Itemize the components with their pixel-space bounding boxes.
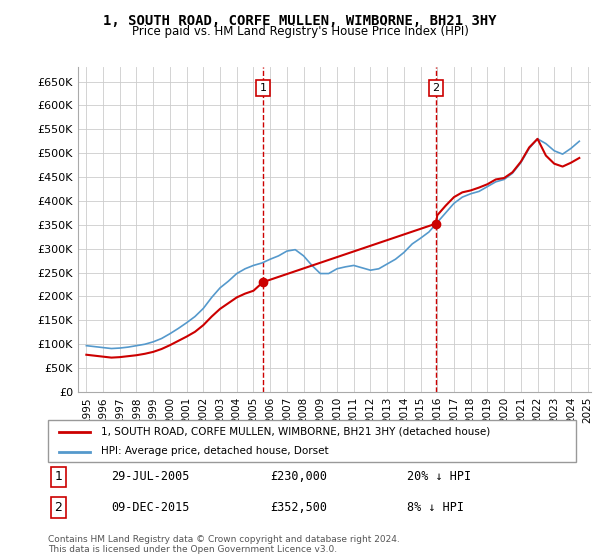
Text: 09-DEC-2015: 09-DEC-2015 xyxy=(112,501,190,514)
FancyBboxPatch shape xyxy=(48,420,576,462)
Text: Contains HM Land Registry data © Crown copyright and database right 2024.
This d: Contains HM Land Registry data © Crown c… xyxy=(48,535,400,554)
Text: 2: 2 xyxy=(433,83,439,93)
Text: 20% ↓ HPI: 20% ↓ HPI xyxy=(407,470,471,483)
Text: 1: 1 xyxy=(55,470,62,483)
Text: 1: 1 xyxy=(259,83,266,93)
Text: 1, SOUTH ROAD, CORFE MULLEN, WIMBORNE, BH21 3HY: 1, SOUTH ROAD, CORFE MULLEN, WIMBORNE, B… xyxy=(103,14,497,28)
Text: 8% ↓ HPI: 8% ↓ HPI xyxy=(407,501,464,514)
Text: 2: 2 xyxy=(55,501,62,514)
Text: HPI: Average price, detached house, Dorset: HPI: Average price, detached house, Dors… xyxy=(101,446,328,456)
Text: 29-JUL-2005: 29-JUL-2005 xyxy=(112,470,190,483)
Text: Price paid vs. HM Land Registry's House Price Index (HPI): Price paid vs. HM Land Registry's House … xyxy=(131,25,469,38)
Text: £230,000: £230,000 xyxy=(270,470,327,483)
Text: 1, SOUTH ROAD, CORFE MULLEN, WIMBORNE, BH21 3HY (detached house): 1, SOUTH ROAD, CORFE MULLEN, WIMBORNE, B… xyxy=(101,427,490,437)
Text: £352,500: £352,500 xyxy=(270,501,327,514)
